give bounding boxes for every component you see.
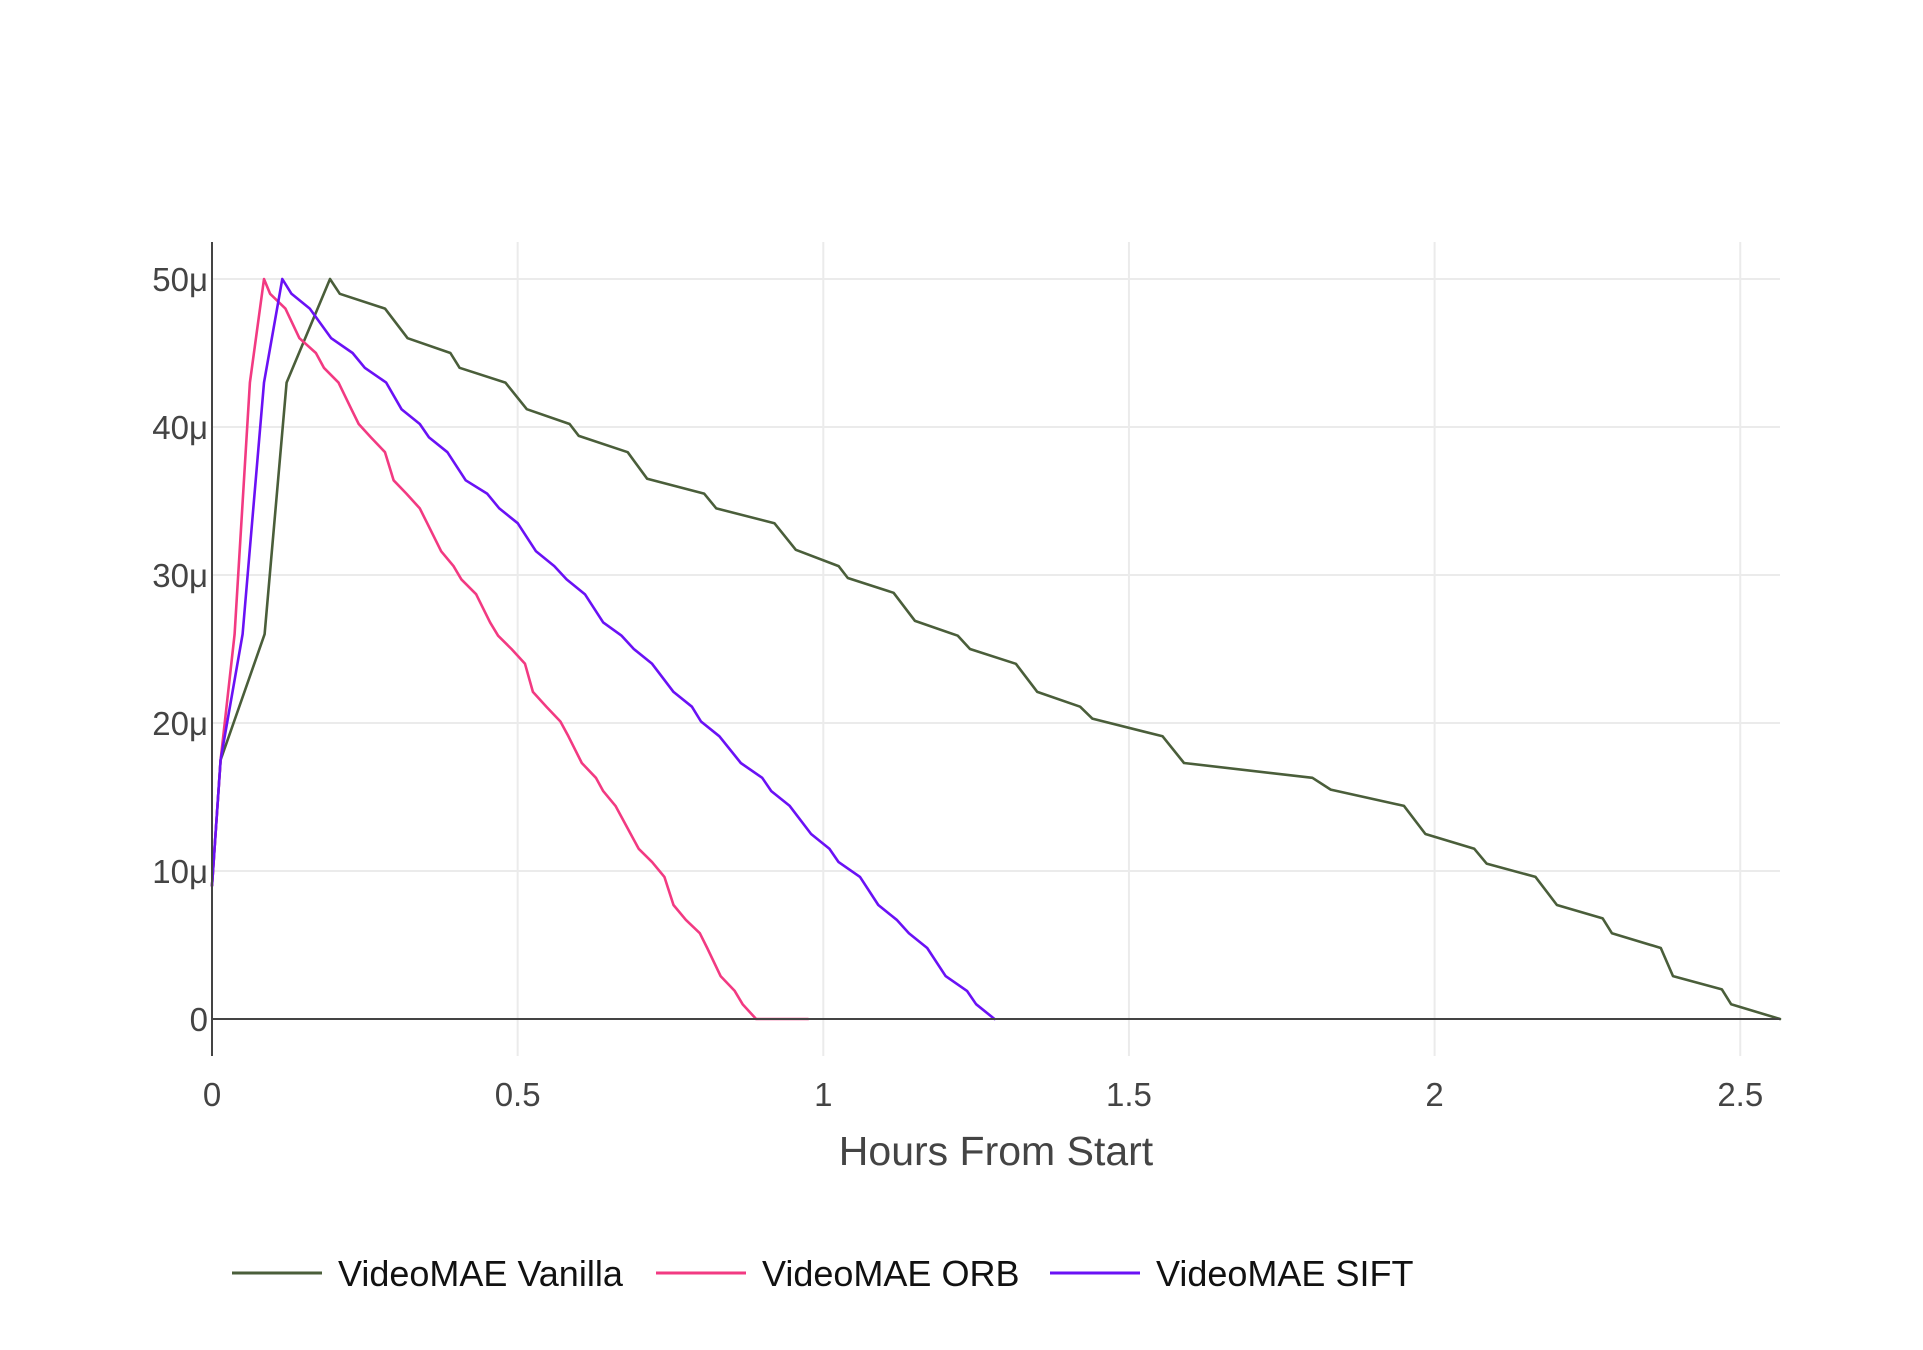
legend-label: VideoMAE SIFT: [1156, 1253, 1413, 1294]
vertical-gridlines: [516, 242, 1742, 1056]
y-tick-label: 30μ: [152, 557, 208, 594]
legend-item-1: VideoMAE Vanilla: [232, 1253, 624, 1294]
legend-label: VideoMAE ORB: [762, 1253, 1019, 1294]
horizontal-gridlines: [212, 278, 1780, 872]
y-tick-label: 50μ: [152, 261, 208, 298]
series-line-3: [210, 277, 996, 1021]
x-tick-label: 1: [814, 1076, 832, 1113]
x-tick-label: 1.5: [1106, 1076, 1152, 1113]
y-tick-label: 40μ: [152, 409, 208, 446]
series-line-1: [210, 277, 1782, 1021]
x-axis-ticks: 0 0.5 1 1.5 2 2.5: [203, 1076, 1763, 1113]
y-tick-label: 10μ: [152, 853, 208, 890]
legend-item-2: VideoMAE ORB: [656, 1253, 1019, 1294]
x-tick-label: 2: [1425, 1076, 1443, 1113]
y-axis-ticks: 0 10μ 20μ 30μ 40μ 50μ: [152, 261, 208, 1038]
x-tick-label: 2.5: [1717, 1076, 1763, 1113]
series-line-2: [210, 277, 810, 1021]
x-tick-label: 0.5: [495, 1076, 541, 1113]
y-tick-label: 20μ: [152, 705, 208, 742]
legend-label: VideoMAE Vanilla: [338, 1253, 624, 1294]
x-axis-title: Hours From Start: [839, 1128, 1154, 1174]
series-lines: [210, 277, 1782, 1021]
legend-item-3: VideoMAE SIFT: [1050, 1253, 1413, 1294]
x-tick-label: 0: [203, 1076, 221, 1113]
legend: VideoMAE Vanilla VideoMAE ORB VideoMAE SIF…: [232, 1253, 1413, 1294]
y-tick-label: 0: [190, 1001, 208, 1038]
